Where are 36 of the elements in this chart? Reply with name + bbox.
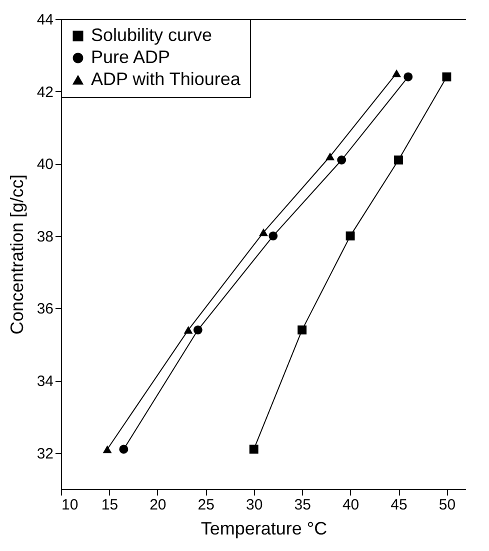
x-tick-label: 15 <box>101 496 118 514</box>
point <box>337 156 346 164</box>
x-tick-label: 50 <box>438 496 456 514</box>
y-tick-label: 42 <box>36 84 54 101</box>
legend-label: ADP with Thiourea <box>91 69 242 89</box>
point <box>268 231 278 240</box>
point <box>442 72 452 82</box>
point <box>259 228 268 236</box>
point <box>298 325 307 334</box>
point <box>193 325 202 334</box>
y-axis-title: Concentration [g/cc] <box>6 174 27 335</box>
point <box>394 156 403 164</box>
x-tick-label: 20 <box>150 496 166 514</box>
x-tick-label: 45 <box>390 496 408 514</box>
x-tick-label: 25 <box>198 496 214 514</box>
x-axis-title: Temperature °C <box>200 518 328 538</box>
y-tick-label: 44 <box>36 12 54 28</box>
point <box>102 445 112 454</box>
point <box>326 152 335 160</box>
legend-label: Solubility curve <box>91 25 212 45</box>
legend-label: Pure ADP <box>91 47 170 67</box>
y-tick-label: 38 <box>36 228 54 246</box>
x-tick-label: 40 <box>342 496 360 514</box>
x-tick-label: 30 <box>246 496 263 514</box>
y-tick-label: 34 <box>36 373 54 390</box>
x-tick-label: 35 <box>294 496 311 514</box>
point <box>249 444 258 454</box>
point <box>392 69 402 78</box>
point <box>404 72 413 82</box>
y-tick-label: 32 <box>36 445 54 462</box>
point <box>346 231 355 240</box>
point <box>119 444 128 454</box>
x-tick-label: 10 <box>62 496 78 514</box>
y-tick-label: 36 <box>36 300 54 318</box>
y-tick-label: 40 <box>36 156 54 174</box>
point <box>184 326 193 334</box>
